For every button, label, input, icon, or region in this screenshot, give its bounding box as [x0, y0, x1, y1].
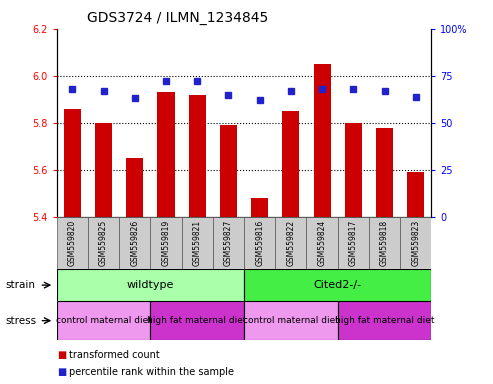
Bar — [119, 217, 150, 269]
Text: stress: stress — [5, 316, 36, 326]
Text: ■: ■ — [57, 350, 66, 360]
Bar — [95, 123, 112, 217]
Text: GSM559820: GSM559820 — [68, 220, 77, 266]
Bar — [307, 217, 338, 269]
Text: GSM559823: GSM559823 — [411, 220, 420, 266]
Bar — [150, 301, 244, 340]
Bar — [282, 111, 299, 217]
Bar — [126, 158, 143, 217]
Bar — [157, 92, 175, 217]
Bar — [345, 123, 362, 217]
Text: percentile rank within the sample: percentile rank within the sample — [69, 367, 234, 377]
Text: high fat maternal diet: high fat maternal diet — [147, 316, 247, 325]
Bar — [57, 301, 150, 340]
Text: ■: ■ — [57, 367, 66, 377]
Bar — [181, 217, 213, 269]
Text: high fat maternal diet: high fat maternal diet — [335, 316, 434, 325]
Text: GSM559819: GSM559819 — [162, 220, 171, 266]
Text: strain: strain — [5, 280, 35, 290]
Bar — [275, 217, 307, 269]
Text: Cited2-/-: Cited2-/- — [314, 280, 362, 290]
Bar — [244, 217, 275, 269]
Bar — [244, 301, 338, 340]
Bar — [189, 95, 206, 217]
Text: GSM559822: GSM559822 — [286, 220, 295, 266]
Bar — [314, 64, 331, 217]
Text: GSM559824: GSM559824 — [317, 220, 326, 266]
Bar — [400, 217, 431, 269]
Bar — [369, 217, 400, 269]
Text: GSM559817: GSM559817 — [349, 220, 358, 266]
Text: wildtype: wildtype — [127, 280, 174, 290]
Text: control maternal diet: control maternal diet — [243, 316, 339, 325]
Bar — [57, 269, 244, 301]
Bar — [64, 109, 81, 217]
Bar — [376, 127, 393, 217]
Bar — [220, 125, 237, 217]
Bar — [150, 217, 181, 269]
Bar — [57, 217, 88, 269]
Bar — [338, 217, 369, 269]
Bar — [213, 217, 244, 269]
Text: transformed count: transformed count — [69, 350, 160, 360]
Text: GDS3724 / ILMN_1234845: GDS3724 / ILMN_1234845 — [87, 11, 268, 25]
Bar — [338, 301, 431, 340]
Bar — [251, 198, 268, 217]
Text: GSM559816: GSM559816 — [255, 220, 264, 266]
Text: control maternal diet: control maternal diet — [56, 316, 151, 325]
Bar — [244, 269, 431, 301]
Text: GSM559821: GSM559821 — [193, 220, 202, 266]
Text: GSM559826: GSM559826 — [130, 220, 139, 266]
Text: GSM559827: GSM559827 — [224, 220, 233, 266]
Bar — [88, 217, 119, 269]
Text: GSM559818: GSM559818 — [380, 220, 389, 266]
Bar — [407, 172, 424, 217]
Text: GSM559825: GSM559825 — [99, 220, 108, 266]
